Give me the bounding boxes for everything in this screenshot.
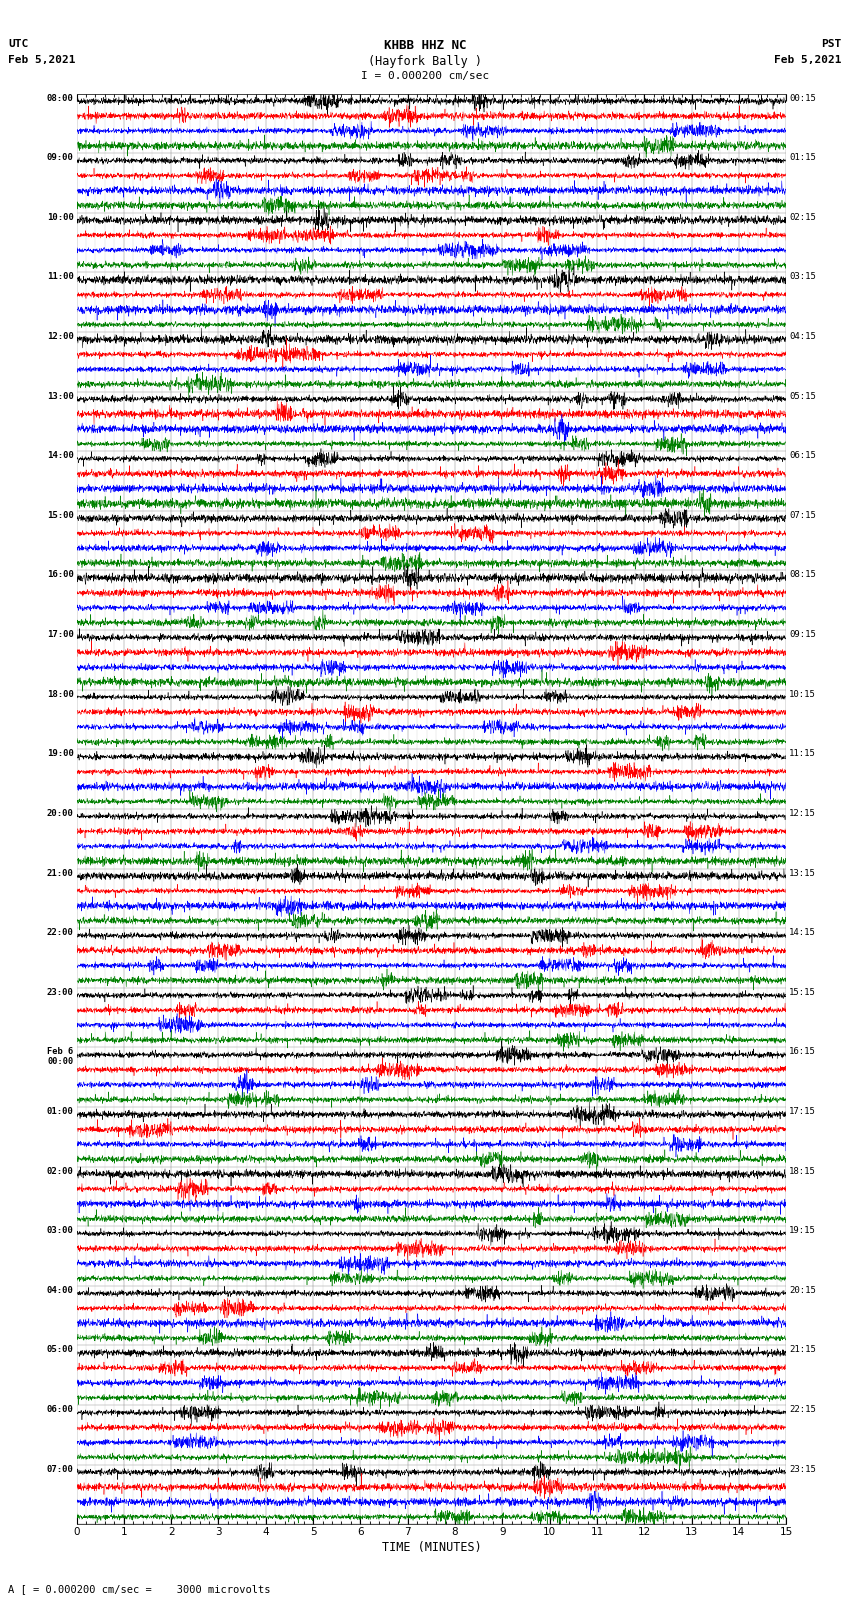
Text: 11:00: 11:00 (47, 273, 74, 281)
X-axis label: TIME (MINUTES): TIME (MINUTES) (382, 1542, 481, 1555)
Text: 22:00: 22:00 (47, 927, 74, 937)
Text: A [ = 0.000200 cm/sec =    3000 microvolts: A [ = 0.000200 cm/sec = 3000 microvolts (8, 1584, 271, 1594)
Text: 05:15: 05:15 (789, 392, 816, 400)
Text: 04:00: 04:00 (47, 1286, 74, 1295)
Text: 01:15: 01:15 (789, 153, 816, 163)
Text: 02:00: 02:00 (47, 1166, 74, 1176)
Text: 08:00: 08:00 (47, 94, 74, 103)
Text: (Hayfork Bally ): (Hayfork Bally ) (368, 55, 482, 68)
Text: 09:15: 09:15 (789, 631, 816, 639)
Text: PST: PST (821, 39, 842, 48)
Text: 21:15: 21:15 (789, 1345, 816, 1355)
Text: 18:00: 18:00 (47, 690, 74, 698)
Text: 13:00: 13:00 (47, 392, 74, 400)
Text: 23:15: 23:15 (789, 1465, 816, 1474)
Text: 21:00: 21:00 (47, 868, 74, 877)
Text: 14:15: 14:15 (789, 927, 816, 937)
Text: 17:00: 17:00 (47, 631, 74, 639)
Text: 06:15: 06:15 (789, 452, 816, 460)
Text: 20:00: 20:00 (47, 810, 74, 818)
Text: 15:15: 15:15 (789, 987, 816, 997)
Text: 13:15: 13:15 (789, 868, 816, 877)
Text: 00:15: 00:15 (789, 94, 816, 103)
Text: 19:00: 19:00 (47, 750, 74, 758)
Text: 04:15: 04:15 (789, 332, 816, 340)
Text: KHBB HHZ NC: KHBB HHZ NC (383, 39, 467, 52)
Text: 02:15: 02:15 (789, 213, 816, 221)
Text: 16:15: 16:15 (789, 1047, 816, 1057)
Text: 08:15: 08:15 (789, 571, 816, 579)
Text: 12:15: 12:15 (789, 810, 816, 818)
Text: 07:15: 07:15 (789, 511, 816, 519)
Text: 14:00: 14:00 (47, 452, 74, 460)
Text: 11:15: 11:15 (789, 750, 816, 758)
Text: 01:00: 01:00 (47, 1107, 74, 1116)
Text: 22:15: 22:15 (789, 1405, 816, 1415)
Text: 17:15: 17:15 (789, 1107, 816, 1116)
Text: I = 0.000200 cm/sec: I = 0.000200 cm/sec (361, 71, 489, 81)
Text: 23:00: 23:00 (47, 987, 74, 997)
Text: 03:15: 03:15 (789, 273, 816, 281)
Text: 05:00: 05:00 (47, 1345, 74, 1355)
Text: UTC: UTC (8, 39, 29, 48)
Text: Feb 5,2021: Feb 5,2021 (8, 55, 76, 65)
Text: 09:00: 09:00 (47, 153, 74, 163)
Text: Feb 5,2021: Feb 5,2021 (774, 55, 842, 65)
Text: Feb 6
00:00: Feb 6 00:00 (48, 1047, 74, 1066)
Text: 10:00: 10:00 (47, 213, 74, 221)
Text: 19:15: 19:15 (789, 1226, 816, 1236)
Text: 12:00: 12:00 (47, 332, 74, 340)
Text: 07:00: 07:00 (47, 1465, 74, 1474)
Text: 18:15: 18:15 (789, 1166, 816, 1176)
Text: 03:00: 03:00 (47, 1226, 74, 1236)
Text: 20:15: 20:15 (789, 1286, 816, 1295)
Text: 15:00: 15:00 (47, 511, 74, 519)
Text: 06:00: 06:00 (47, 1405, 74, 1415)
Text: 16:00: 16:00 (47, 571, 74, 579)
Text: 10:15: 10:15 (789, 690, 816, 698)
